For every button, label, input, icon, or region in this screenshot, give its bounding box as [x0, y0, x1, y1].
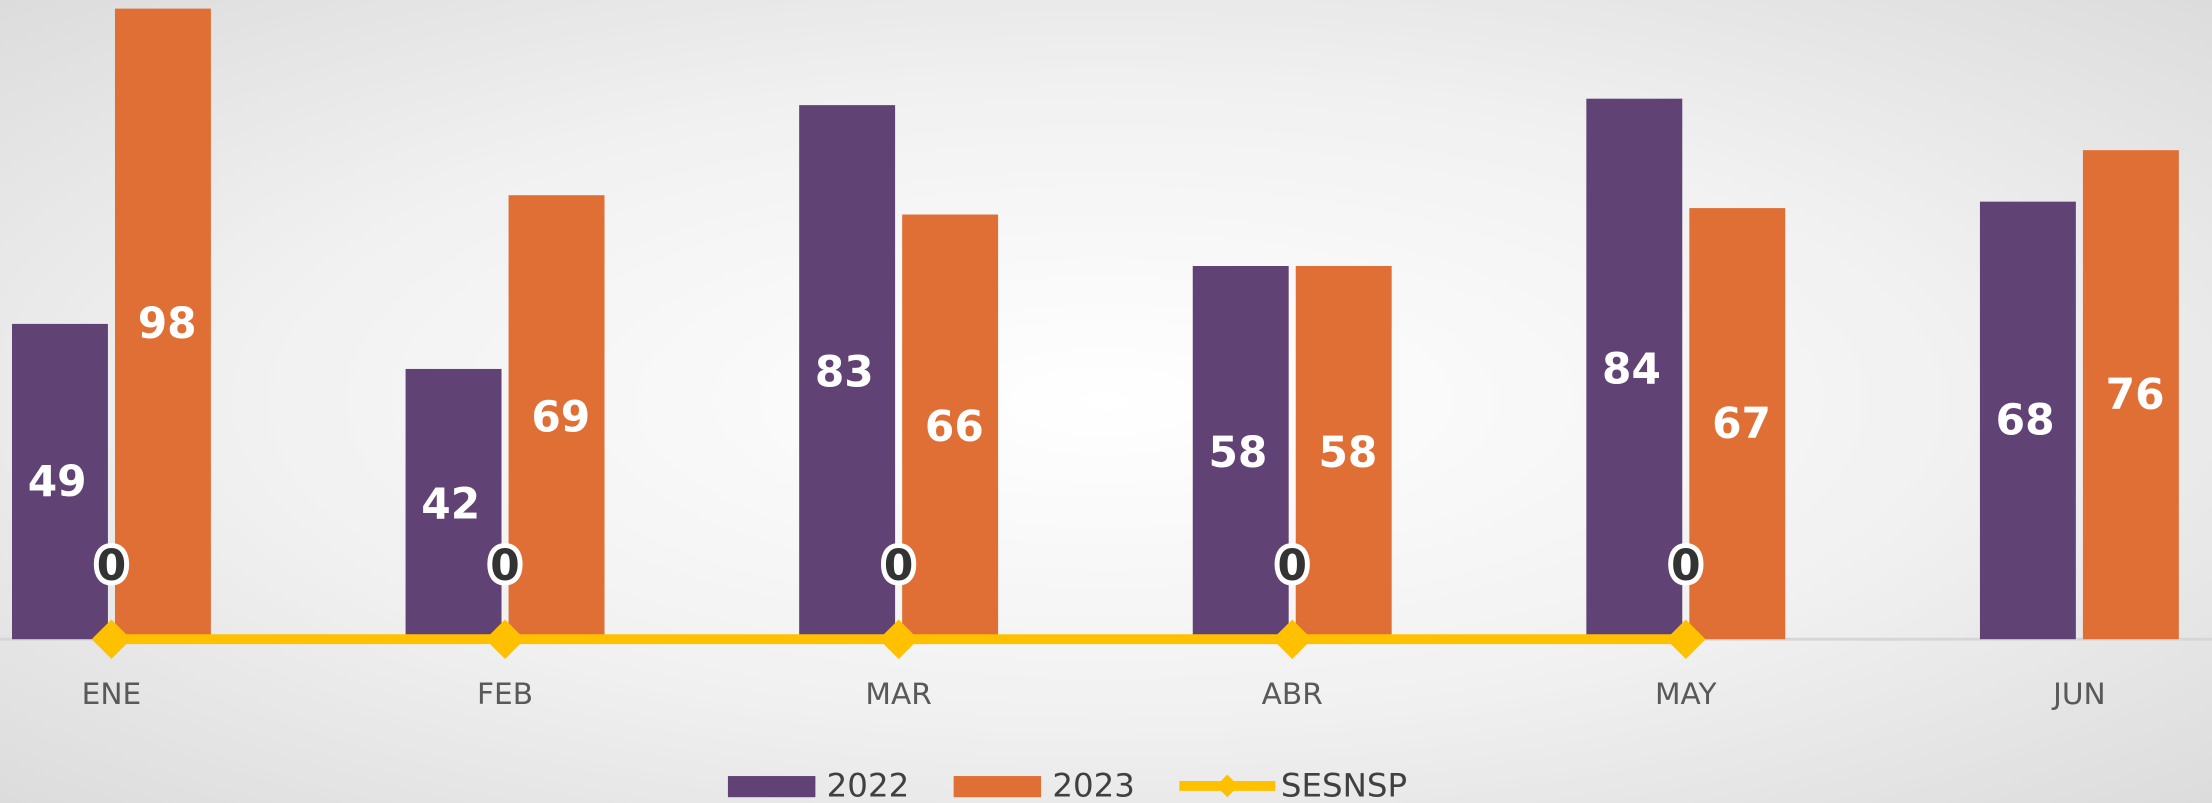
bar	[405, 368, 502, 640]
bar	[2082, 150, 2179, 640]
x-tick-label: FEB	[477, 677, 533, 711]
bar	[1295, 265, 1392, 640]
legend-label: SESNSP	[1281, 766, 1407, 803]
legend-swatch	[953, 776, 1042, 798]
data-label: 0	[1671, 541, 1700, 590]
data-label: 66	[925, 402, 984, 451]
bar	[1586, 98, 1683, 640]
line-marker	[878, 619, 919, 659]
x-tick-label: MAR	[865, 677, 931, 711]
bar	[508, 195, 605, 640]
x-tick-label: JUN	[2051, 677, 2106, 711]
x-tick-label: ENE	[82, 677, 142, 711]
bar	[114, 8, 211, 640]
data-label: 0	[1277, 541, 1306, 590]
x-tick-label: MAY	[1655, 677, 1718, 711]
bar	[902, 214, 999, 640]
data-label: 67	[1712, 399, 1771, 448]
line-marker	[1272, 619, 1312, 659]
legend-swatch	[727, 776, 816, 798]
line-marker	[1666, 619, 1706, 659]
data-label: 0	[490, 541, 519, 590]
data-label: 76	[2106, 370, 2165, 419]
line-marker	[91, 619, 132, 659]
data-label: 49	[28, 457, 87, 506]
data-label: 0	[97, 541, 126, 590]
legend-swatch	[1216, 774, 1239, 798]
bar	[1979, 201, 2076, 640]
bar	[799, 105, 896, 640]
bar	[1689, 208, 1786, 640]
data-label: 58	[1208, 428, 1267, 477]
data-label: 83	[815, 347, 874, 396]
data-label: 68	[1996, 396, 2055, 445]
data-label: 69	[531, 393, 590, 442]
x-tick-label: ABR	[1262, 677, 1323, 711]
bar	[11, 323, 108, 640]
legend-label: 2022	[827, 766, 910, 803]
data-label: 0	[884, 541, 913, 590]
data-label: 58	[1318, 428, 1377, 477]
line-marker	[485, 619, 525, 659]
data-label: 84	[1602, 344, 1661, 393]
data-label: 42	[421, 479, 480, 528]
data-label: 98	[138, 299, 197, 348]
legend-label: 2023	[1052, 766, 1135, 803]
bar	[1192, 265, 1289, 640]
